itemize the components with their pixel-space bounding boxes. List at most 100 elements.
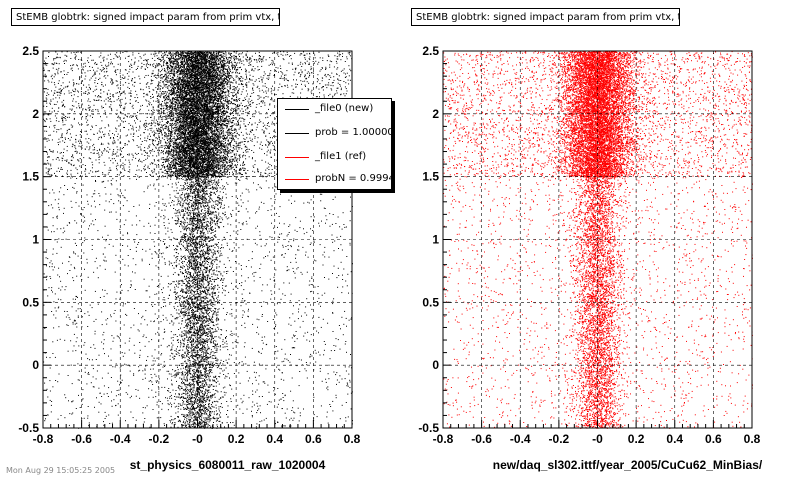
data-point-1675 [185, 136, 187, 138]
data-point-3586 [162, 166, 164, 168]
data-point-2026 [221, 151, 223, 153]
data-point-2311 [189, 174, 191, 176]
data-point-1121 [211, 87, 213, 89]
data-point-2062 [217, 126, 218, 128]
data-point-3158 [208, 62, 210, 64]
data-point-2951 [176, 150, 178, 152]
data-point-1241 [220, 110, 222, 112]
data-point-1742 [179, 165, 181, 167]
data-point-4596 [173, 93, 175, 95]
data-point-1506 [163, 110, 165, 112]
data-point-2427 [187, 98, 189, 100]
data-point-269 [183, 117, 185, 119]
data-point-2347 [223, 111, 225, 112]
data-point-4721 [234, 79, 236, 81]
data-point-1696 [171, 158, 173, 159]
data-point-634 [212, 101, 214, 102]
data-point-611 [170, 151, 172, 152]
data-point-4653 [176, 167, 177, 169]
data-point-1810 [163, 62, 164, 64]
data-point-1305 [143, 124, 145, 126]
data-point-3012 [181, 108, 183, 110]
data-point-2458 [160, 117, 162, 118]
data-point-2829 [194, 139, 196, 141]
data-point-841 [177, 74, 179, 76]
data-point-894 [165, 115, 167, 117]
data-point-154 [163, 55, 165, 56]
data-point-4379 [158, 103, 160, 105]
data-point-1492 [227, 148, 228, 150]
data-point-462 [211, 110, 213, 112]
data-point-925 [229, 68, 230, 70]
data-point-1496 [223, 91, 224, 92]
data-point-4096 [220, 54, 221, 56]
data-point-2079 [215, 83, 217, 84]
data-point-1523 [174, 70, 175, 72]
data-point-4423 [169, 68, 170, 70]
data-point-4891 [244, 138, 246, 140]
data-point-2620 [167, 72, 169, 74]
data-point-1663 [182, 87, 184, 88]
data-point-117 [192, 171, 194, 173]
data-point-199 [174, 160, 176, 162]
data-point-4658 [158, 139, 160, 141]
data-point-2349 [161, 171, 163, 173]
data-point-3065 [171, 134, 173, 136]
data-point-3917 [175, 157, 177, 159]
data-point-4381 [157, 101, 159, 103]
data-point-1872 [199, 68, 201, 70]
data-point-3031 [212, 169, 214, 171]
data-point-1081 [160, 126, 162, 128]
data-point-1390 [178, 147, 180, 149]
data-point-2796 [193, 80, 195, 81]
data-point-64 [195, 136, 197, 138]
data-point-2560 [205, 53, 207, 55]
data-point-845 [153, 159, 155, 161]
data-point-2916 [188, 105, 190, 107]
data-point-185 [188, 59, 190, 61]
data-point-984 [222, 64, 224, 66]
data-point-1175 [217, 107, 219, 109]
data-point-4595 [175, 84, 177, 86]
data-point-1583 [191, 126, 193, 128]
data-point-3804 [222, 56, 224, 58]
data-point-1569 [206, 138, 208, 140]
data-point-469 [223, 66, 225, 68]
data-point-1183 [193, 139, 195, 141]
data-point-4682 [194, 61, 196, 63]
data-point-2445 [190, 135, 191, 137]
data-point-523 [220, 71, 222, 73]
data-point-350 [224, 155, 226, 157]
data-point-4425 [192, 59, 194, 61]
data-point-1184 [225, 65, 227, 67]
data-point-3764 [228, 130, 230, 131]
data-point-2179 [211, 91, 213, 93]
data-point-2403 [225, 159, 227, 160]
data-point-4989 [185, 169, 187, 170]
data-point-3173 [216, 73, 218, 75]
data-point-4648 [181, 114, 183, 116]
data-point-1123 [215, 68, 217, 70]
data-point-125 [228, 117, 230, 119]
data-point-1752 [171, 127, 173, 129]
data-point-733 [209, 107, 211, 109]
data-point-3214 [198, 110, 200, 111]
data-point-4545 [186, 123, 187, 125]
data-point-2225 [220, 66, 222, 68]
data-point-950 [170, 65, 171, 66]
data-point-3216 [168, 75, 170, 77]
data-point-930 [204, 101, 206, 103]
data-point-1757 [208, 62, 210, 64]
data-point-108 [161, 120, 163, 122]
data-point-3659 [225, 81, 227, 83]
data-point-4110 [170, 134, 172, 136]
data-point-2437 [196, 84, 198, 86]
data-point-1303 [203, 145, 205, 147]
data-point-3014 [192, 69, 194, 71]
data-point-1257 [216, 119, 218, 121]
data-point-958 [209, 68, 211, 70]
data-point-2016 [179, 160, 181, 162]
data-point-1632 [193, 90, 195, 92]
data-point-1661 [179, 129, 181, 130]
data-point-2073 [214, 143, 216, 145]
